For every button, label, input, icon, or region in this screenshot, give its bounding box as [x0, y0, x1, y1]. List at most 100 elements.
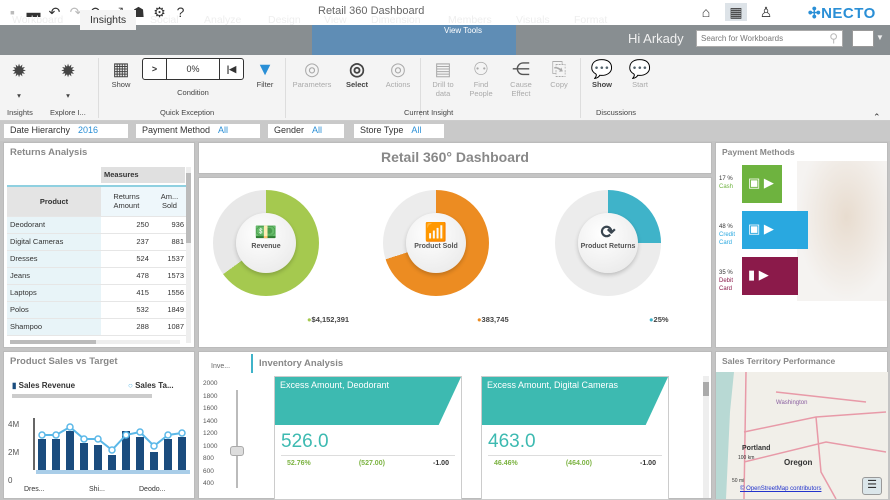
- discussion-start-button[interactable]: 💬 Start: [624, 58, 656, 89]
- cash-bar[interactable]: ▣ ▶: [742, 165, 782, 203]
- horizontal-scrollbar[interactable]: [10, 340, 180, 344]
- map-label: Washington: [776, 400, 808, 406]
- chevron-down-icon[interactable]: ▼: [876, 33, 884, 42]
- panel-title: Inventory Analysis: [251, 354, 349, 373]
- tab-workboard[interactable]: Workboard: [12, 14, 64, 26]
- column-header[interactable]: Am... Sold: [151, 186, 187, 217]
- save-icon[interactable]: ▪: [10, 4, 15, 20]
- cash-icon: ▣ ▶: [748, 175, 774, 190]
- map-attribution-link[interactable]: © OpenStreetMap contributors: [740, 486, 822, 492]
- actions-button[interactable]: ◎ Actions: [380, 58, 416, 89]
- growth-chart-icon: 📶: [424, 222, 448, 242]
- table-row[interactable]: Digital Cameras 237 881: [7, 233, 187, 251]
- grid-icon: ▦: [112, 59, 130, 79]
- support-agent-image: [797, 161, 887, 301]
- slider-ticks: 2000 1800 1600 1400 1200 1000 800 600 400: [203, 380, 218, 487]
- map-scale: 100 km: [738, 455, 755, 461]
- product-returns-donut[interactable]: ⟳ Product Returns: [555, 190, 661, 296]
- product-sold-donut[interactable]: 📶 Product Sold: [383, 190, 489, 296]
- help-icon[interactable]: ?: [176, 4, 185, 20]
- search-input[interactable]: Search for Workboards ⚲: [696, 30, 843, 47]
- condition-control[interactable]: >0% |◀: [142, 58, 244, 80]
- kpi-panel: 💵 Revenue ●$4,152,391 📶 Product Sold ●383,…: [198, 177, 712, 348]
- first-icon[interactable]: |◀: [219, 59, 243, 79]
- dashboard-title-panel: Retail 360° Dashboard: [198, 142, 712, 174]
- filter-store-type[interactable]: Store Type All: [354, 124, 444, 138]
- sales-chart[interactable]: [32, 414, 192, 474]
- select-icon: ◎: [349, 59, 365, 79]
- tab-insights[interactable]: Insights: [80, 10, 137, 30]
- table-row[interactable]: Dresses 524 1537: [7, 250, 187, 268]
- insights-button[interactable]: ✹ ▾: [6, 60, 32, 100]
- admin-icon[interactable]: ♙: [759, 4, 773, 20]
- explore-button[interactable]: ✹ ▾: [55, 60, 81, 100]
- returns-table: Product Returns Amount Am... Sold Deodoran…: [7, 185, 187, 336]
- find-people-button[interactable]: ⚇ Find People: [464, 58, 498, 98]
- tab-social[interactable]: Social: [150, 14, 179, 26]
- filter-payment-method[interactable]: Payment Method All: [136, 124, 260, 138]
- greater-than-icon[interactable]: >: [143, 59, 167, 79]
- copy-button[interactable]: ⎘ Copy: [544, 58, 574, 89]
- product-sales-panel: Product Sales vs Target ▮ Sales Revenue …: [3, 351, 195, 499]
- table-row[interactable]: Jeans 478 1573: [7, 267, 187, 285]
- discussion-show-button[interactable]: 💬 Show: [586, 58, 618, 89]
- home-icon[interactable]: ⌂: [701, 4, 711, 20]
- table-row[interactable]: Deodorant 250 936: [7, 216, 187, 234]
- gear-icon[interactable]: ⚙: [153, 4, 166, 20]
- revenue-value: ●$4,152,391: [307, 315, 350, 324]
- cause-effect-button[interactable]: ⋲ Cause Effect: [504, 58, 538, 98]
- parameters-button[interactable]: ◎ Parameters: [290, 58, 334, 89]
- inventory-scrollbar[interactable]: [703, 376, 709, 498]
- tab-members[interactable]: Members: [448, 14, 492, 26]
- inventory-card-digital-cameras[interactable]: Excess Amount, Digital Cameras 463.0 46.…: [481, 376, 669, 500]
- debit-card-bar[interactable]: ▮ ▶: [742, 257, 798, 295]
- undo-icon[interactable]: ↶: [48, 4, 61, 20]
- filter-icon: ▼: [256, 59, 274, 79]
- layers-icon[interactable]: ☰: [862, 477, 882, 495]
- filter-date-hierarchy[interactable]: Date Hierarchy 2016: [4, 124, 128, 138]
- condition-value[interactable]: 0%: [186, 64, 200, 74]
- current-insight-label: Current Insight: [404, 108, 454, 117]
- table-row[interactable]: Laptops 415 1556: [7, 284, 187, 302]
- layout-button[interactable]: [852, 30, 874, 47]
- drill-button[interactable]: ▤ Drill to data: [426, 58, 460, 98]
- dashboard-title: Retail 360° Dashboard: [381, 149, 529, 165]
- tab-analyze[interactable]: Analyze: [204, 14, 242, 26]
- select-button[interactable]: ◎ Select: [342, 58, 372, 89]
- table-row[interactable]: Shampoo 288 1087: [7, 318, 187, 336]
- inventory-card-deodorant[interactable]: Excess Amount, Deodorant 526.0 52.76% (52…: [274, 376, 462, 500]
- tab-format[interactable]: Format: [574, 14, 608, 26]
- table-row[interactable]: Polos 532 1849: [7, 301, 187, 319]
- dashboard-icon[interactable]: ▦: [725, 3, 747, 21]
- tab-visuals[interactable]: Visuals: [516, 14, 550, 26]
- tab-dimension[interactable]: Dimension: [371, 14, 421, 26]
- tab-view[interactable]: View: [324, 14, 347, 26]
- vertical-scrollbar[interactable]: [186, 167, 191, 343]
- column-header[interactable]: Returns Amount: [101, 186, 152, 217]
- panel-title: Sales Territory Performance: [722, 356, 836, 366]
- show-button[interactable]: ▦ Show: [106, 58, 136, 89]
- collapse-ribbon-icon[interactable]: ⌃: [873, 112, 881, 122]
- tab-design[interactable]: Design: [268, 14, 301, 26]
- returns-analysis-panel: Returns Analysis Measures Product Returns…: [3, 142, 195, 348]
- credit-card-bar[interactable]: ▣ ▶: [742, 211, 808, 249]
- search-icon[interactable]: ⚲: [829, 31, 838, 45]
- legend-scrollbar[interactable]: [12, 394, 152, 398]
- territory-map[interactable]: Washington Portland 100 km Oregon 50 mi …: [716, 372, 888, 499]
- money-icon: 💵: [254, 222, 278, 242]
- revenue-donut[interactable]: 💵 Revenue: [213, 190, 319, 296]
- save-as-icon[interactable]: ▬: [26, 4, 41, 20]
- product-sold-value: ●383,745: [477, 315, 509, 324]
- view-tools-group: [312, 25, 516, 55]
- slider-handle[interactable]: [230, 446, 244, 456]
- redo-icon[interactable]: ↷: [69, 4, 82, 20]
- panel-title: Payment Methods: [722, 147, 795, 157]
- filter-button[interactable]: ▼ Filter: [252, 58, 278, 89]
- legend-sales-revenue[interactable]: ▮ Sales Revenue: [12, 381, 76, 390]
- slider-track[interactable]: [236, 390, 238, 488]
- measures-header[interactable]: Measures: [101, 167, 185, 183]
- necto-logo: ✣NECTO: [808, 5, 876, 22]
- filter-gender[interactable]: Gender All: [268, 124, 344, 138]
- legend-sales-target[interactable]: ○ Sales Ta...: [128, 381, 174, 390]
- column-header[interactable]: Product: [7, 186, 101, 217]
